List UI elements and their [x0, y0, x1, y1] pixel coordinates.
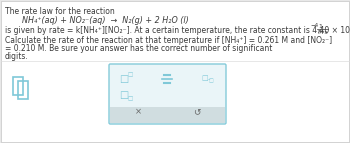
- Text: ↺: ↺: [193, 108, 201, 117]
- Text: □: □: [127, 97, 133, 102]
- Text: = 0.210 M. Be sure your answer has the correct number of significant: = 0.210 M. Be sure your answer has the c…: [5, 44, 272, 53]
- Text: □: □: [202, 75, 208, 81]
- Text: NH₄⁺(aq) + NO₂⁻(aq)  →  N₂(g) + 2 H₂O (l): NH₄⁺(aq) + NO₂⁻(aq) → N₂(g) + 2 H₂O (l): [22, 16, 189, 25]
- Text: −4: −4: [310, 23, 318, 28]
- Text: The rate law for the reaction: The rate law for the reaction: [5, 7, 115, 16]
- Text: ×: ×: [134, 108, 141, 117]
- Text: □: □: [119, 90, 129, 100]
- Text: M·s: M·s: [317, 30, 328, 35]
- FancyBboxPatch shape: [109, 64, 226, 124]
- Text: □: □: [119, 74, 129, 84]
- Text: 1: 1: [318, 24, 322, 29]
- Text: is given by rate = k[NH₄⁺][NO₂⁻]. At a certain temperature, the rate constant is: is given by rate = k[NH₄⁺][NO₂⁻]. At a c…: [5, 26, 350, 35]
- Text: digits.: digits.: [5, 52, 29, 61]
- Bar: [110, 107, 225, 123]
- Text: Calculate the rate of the reaction at that temperature if [NH₄⁺] = 0.261 M and [: Calculate the rate of the reaction at th…: [5, 36, 332, 45]
- Bar: [18, 81, 28, 99]
- Text: -: -: [208, 76, 210, 82]
- Text: □: □: [127, 73, 133, 78]
- Text: □: □: [209, 79, 213, 84]
- Bar: [13, 77, 23, 95]
